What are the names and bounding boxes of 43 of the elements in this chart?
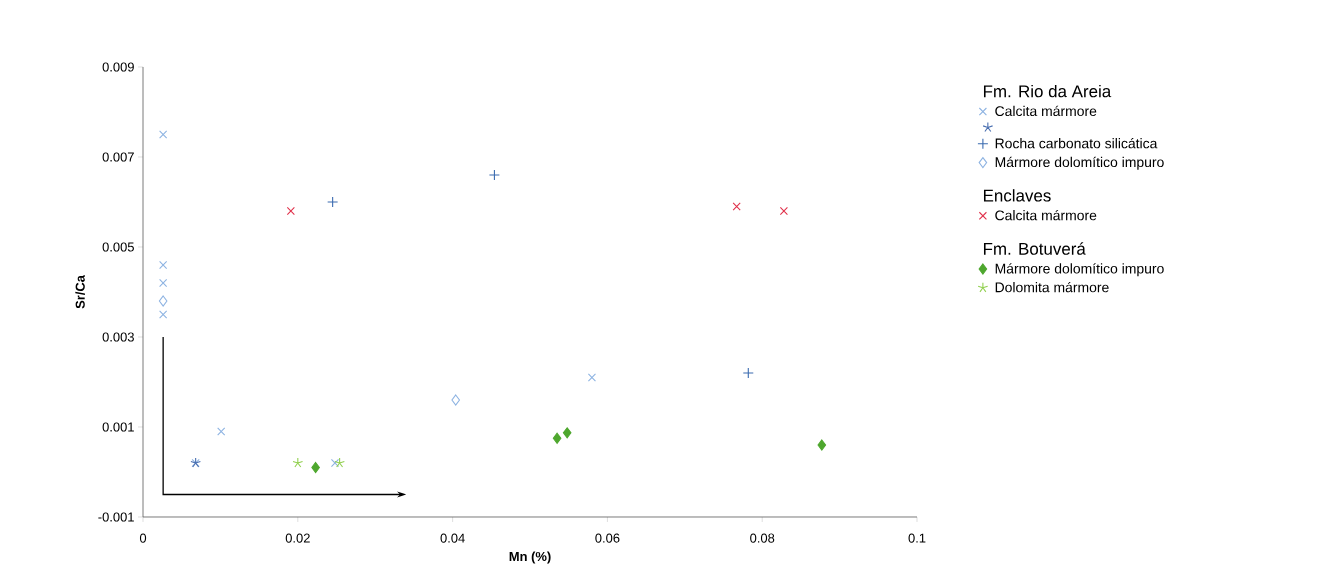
point [732,202,741,211]
text: Fm. Rio da Areia [983,84,1112,98]
point [562,427,572,439]
text: Fm. Botuverá [983,242,1086,255]
point [158,295,168,307]
text: Enclaves [983,189,1051,202]
point [159,310,168,319]
point [817,439,827,451]
x-axis-title: Mn (%) [509,551,551,564]
point [451,394,461,406]
point [292,457,304,468]
point [587,373,597,382]
legend-label: Mármore dolomítico impuro [995,156,1164,170]
y-tick-label: 0.007 [102,152,134,162]
point [330,458,340,468]
legend-label: Calcita mármore [995,209,1097,221]
point [552,432,562,444]
y-axis-title: Sr/Ca [75,274,85,309]
point [217,427,226,436]
point [286,206,295,216]
point [159,260,168,270]
y-tick-label: 0.009 [102,62,134,72]
point [327,196,339,208]
y-tick-label: 0.001 [102,422,134,432]
y-tick-label: 0.005 [102,242,134,252]
x-tick-label: 0 [139,533,147,543]
x-tick-label: 0.06 [595,533,620,543]
legend-label: Mármore dolomítico impuro [995,263,1164,277]
legend-label: Rocha carbonato silicática [995,137,1158,149]
point [742,367,754,379]
legend-label: Calcita mármore [995,105,1097,117]
point [159,130,168,139]
x-tick-label: 0.1 [908,533,926,543]
y-tick-label: -0.001 [98,512,134,522]
x-tick-label: 0.02 [285,533,310,543]
x-tick-label: 0.04 [440,533,465,543]
point [779,206,788,216]
legend-label: Dolomita mármore [995,281,1109,293]
point [159,278,168,288]
x-tick-label: 0.08 [750,533,775,543]
point [488,169,500,181]
y-tick-label: 0.003 [102,332,134,342]
point [334,457,345,468]
